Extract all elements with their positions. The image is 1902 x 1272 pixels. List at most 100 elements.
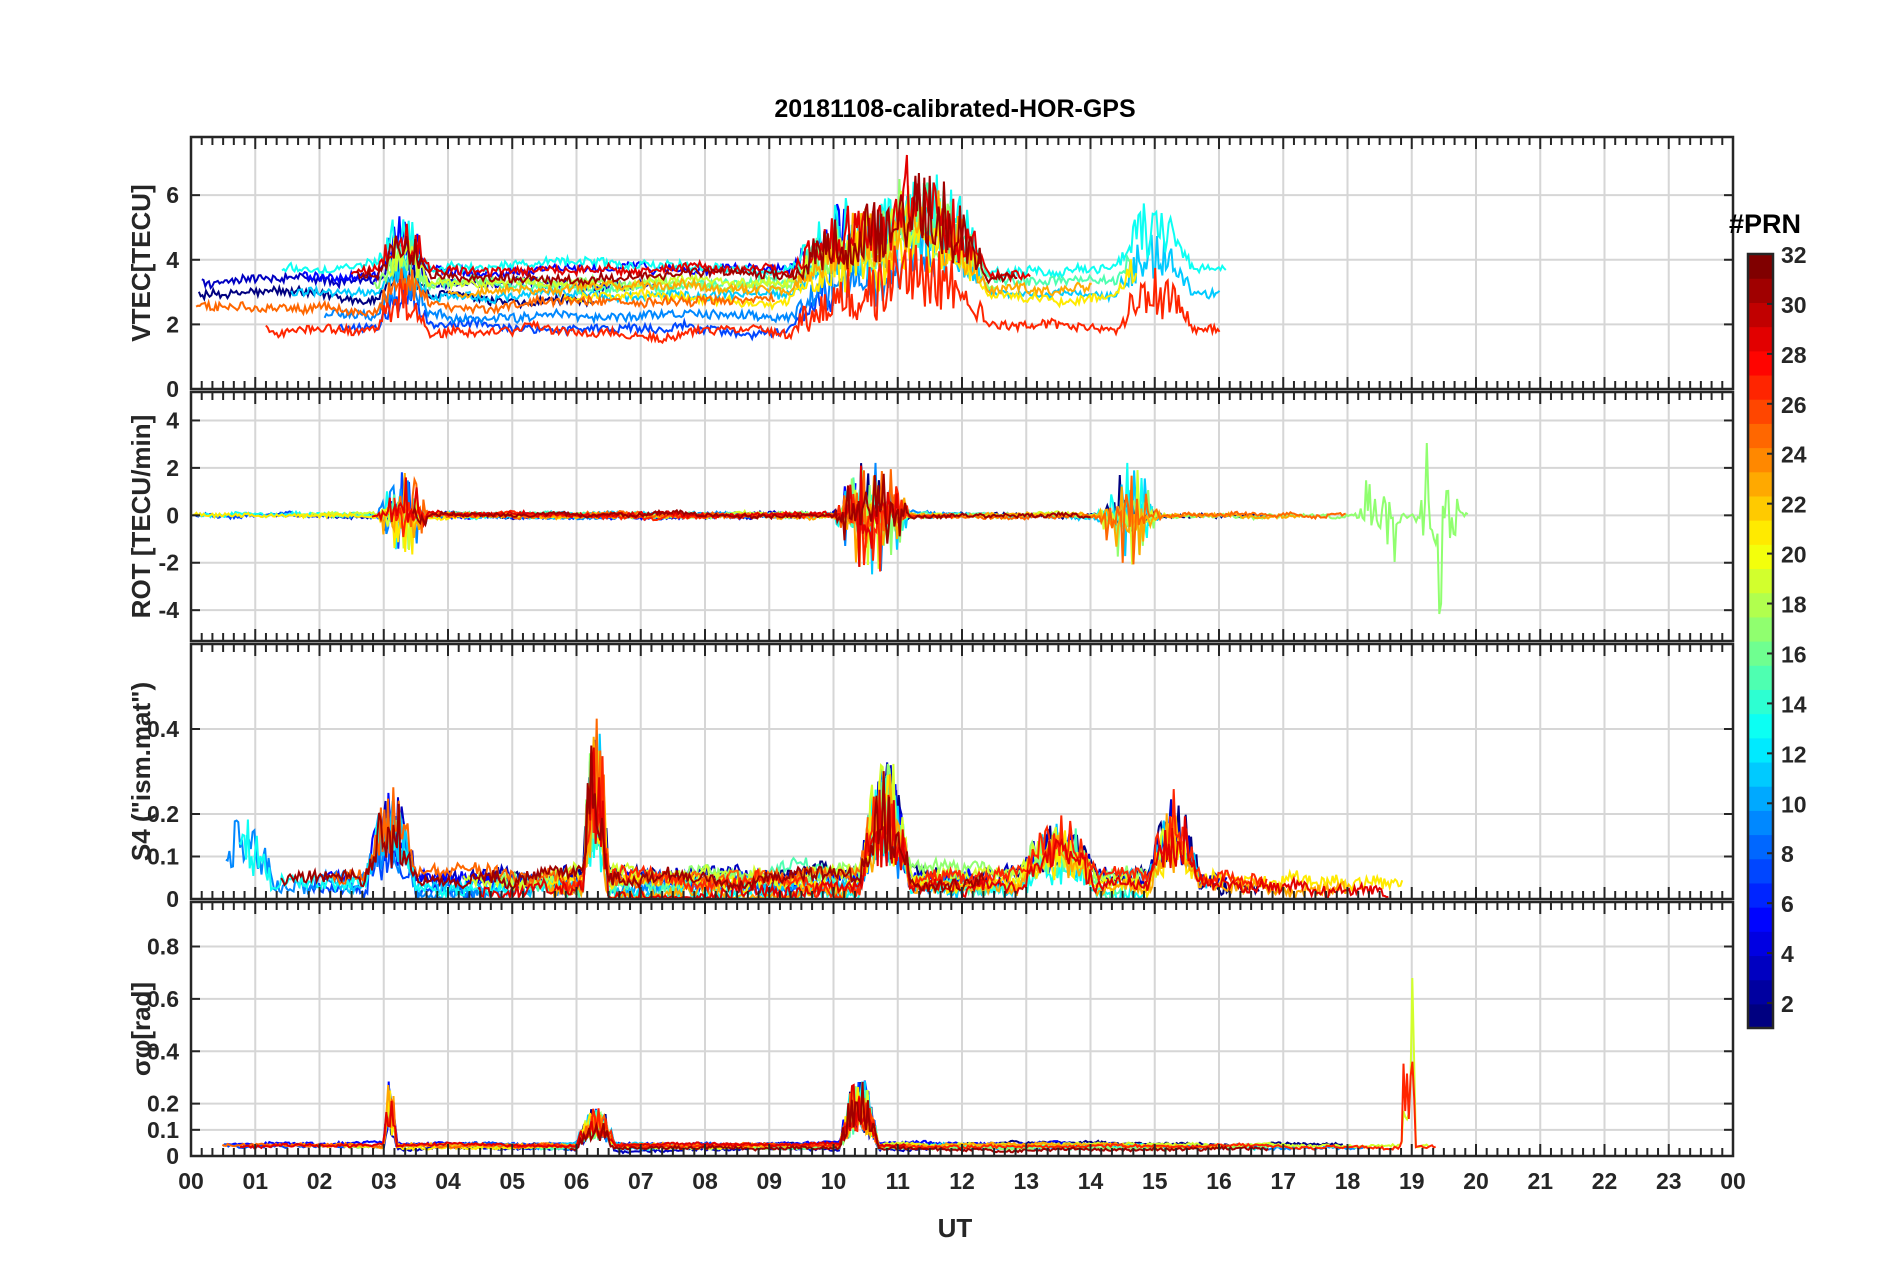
y-tick-label: 0.2 xyxy=(147,1091,179,1117)
colorbar-band xyxy=(1748,761,1773,787)
colorbar-band xyxy=(1748,423,1773,449)
chart-title: 20181108-calibrated-HOR-GPS xyxy=(774,95,1135,123)
x-tick-label: 13 xyxy=(1013,1168,1039,1194)
x-tick-label: 07 xyxy=(628,1168,654,1194)
colorbar-band xyxy=(1748,858,1773,884)
panel-rot: -4 -2 0 2 4 ROT [TECU/min] xyxy=(126,390,1735,643)
x-tick-label: 20 xyxy=(1463,1168,1489,1194)
y-tick-label: 2 xyxy=(166,311,179,337)
x-tick-label: 03 xyxy=(371,1168,397,1194)
series-prn-23 xyxy=(447,185,1092,299)
colorbar-tick-label: 20 xyxy=(1781,542,1807,568)
panel-frame xyxy=(189,390,1735,643)
colorbar-band xyxy=(1748,568,1773,594)
series-prn-11 xyxy=(290,195,1221,305)
x-tick-label: 17 xyxy=(1270,1168,1296,1194)
x-tick-label: 11 xyxy=(886,1168,911,1194)
series-prn-31 xyxy=(355,172,1018,288)
y-tick-label: 0.1 xyxy=(147,844,179,870)
colorbar-band xyxy=(1748,278,1773,303)
x-tick-label: 19 xyxy=(1399,1168,1425,1194)
y-axis-label-vtec: VTEC[TECU] xyxy=(126,184,156,341)
y-axis-label-s4: S4 ("ism.mat") xyxy=(126,682,156,861)
y-axis-label-rot: ROT [TECU/min] xyxy=(126,415,156,619)
panel-sigphi: 00.10.2 0.4 0.6 0.8 σφ[rad] xyxy=(126,900,1735,1169)
colorbar-tick-label: 12 xyxy=(1781,741,1807,767)
x-tick-label: 22 xyxy=(1592,1168,1618,1194)
colorbar-band xyxy=(1748,955,1773,981)
colorbar-tick-label: 8 xyxy=(1781,841,1794,867)
colorbar-tick-label: 2 xyxy=(1781,991,1794,1017)
colorbar-frame xyxy=(1746,252,1775,1030)
y-tick-label: 0 xyxy=(166,376,179,402)
x-tick-label: 08 xyxy=(692,1168,718,1194)
x-tick-label: 01 xyxy=(242,1168,268,1194)
colorbar-tick-label: 4 xyxy=(1781,941,1794,967)
x-tick-label: 18 xyxy=(1335,1168,1361,1194)
x-tick-label: 06 xyxy=(564,1168,590,1194)
x-tick-label: 14 xyxy=(1078,1168,1104,1194)
panel-vtec: 0 2 4 6 VTEC[TECU] xyxy=(126,135,1735,402)
colorbar-tick-label: 32 xyxy=(1781,242,1807,268)
y-tick-label: 0.2 xyxy=(147,801,179,827)
series-prn-31 xyxy=(411,473,1091,544)
colorbar-band xyxy=(1748,302,1773,328)
series-prn-29 xyxy=(239,1083,907,1150)
panel-frame xyxy=(189,642,1735,901)
colorbar-tick-label: 10 xyxy=(1781,791,1807,817)
colorbar-band xyxy=(1748,931,1773,957)
y-tick-label: 0 xyxy=(166,886,179,912)
y-axis-label-sigphi: σφ[rad] xyxy=(126,982,156,1076)
colorbar-tick-label: 24 xyxy=(1781,442,1807,468)
colorbar-band xyxy=(1748,689,1773,715)
colorbar-band xyxy=(1748,544,1773,570)
colorbar-band xyxy=(1748,495,1773,521)
series-prn-27 xyxy=(558,754,1268,899)
colorbar-tick-label: 28 xyxy=(1781,342,1807,368)
colorbar-band xyxy=(1748,520,1773,545)
panel-s4: 0 0.1 0.2 0.4S4 ("ism.mat") xyxy=(126,642,1735,912)
colorbar-tick-label: 18 xyxy=(1781,592,1807,618)
colorbar-band xyxy=(1748,616,1773,642)
colorbar-band xyxy=(1748,350,1773,376)
colorbar-tick-label: 22 xyxy=(1781,492,1807,518)
colorbar-tick-label: 16 xyxy=(1781,641,1807,667)
y-tick-label: 0.8 xyxy=(147,934,179,960)
y-tick-label: 0 xyxy=(166,502,179,528)
y-tick-label: -2 xyxy=(159,550,179,576)
series-prn-27 xyxy=(265,244,1221,345)
x-tick-label: 00 xyxy=(178,1168,204,1194)
y-tick-label: 0.4 xyxy=(147,1038,179,1064)
series-prn-21 xyxy=(562,201,1138,312)
series-group xyxy=(195,154,1227,345)
series-prn-23 xyxy=(546,736,1350,899)
y-tick-label: 4 xyxy=(166,407,179,433)
colorbar-band xyxy=(1748,979,1773,1005)
colorbar-band xyxy=(1748,907,1773,932)
colorbar-band xyxy=(1748,786,1773,811)
y-tick-label: 4 xyxy=(166,247,179,273)
colorbar-band xyxy=(1748,665,1773,690)
colorbar-band xyxy=(1748,713,1773,739)
colorbar-band xyxy=(1748,592,1773,618)
colorbar-tick-label: 26 xyxy=(1781,392,1807,418)
y-tick-label: -4 xyxy=(159,597,180,623)
panel-frame xyxy=(189,900,1735,1158)
colorbar-band xyxy=(1748,834,1773,860)
x-axis-label: UT xyxy=(938,1213,973,1243)
colorbar-band xyxy=(1748,737,1773,763)
colorbar-tick-label: 6 xyxy=(1781,891,1794,917)
x-tick-label: 09 xyxy=(756,1168,782,1194)
colorbar-band xyxy=(1748,326,1773,352)
colorbar-band xyxy=(1748,810,1773,836)
x-tick-label: 02 xyxy=(307,1168,333,1194)
x-tick-label: 04 xyxy=(435,1168,461,1194)
y-tick-label: 0.6 xyxy=(147,986,179,1012)
x-tick-label: 16 xyxy=(1206,1168,1232,1194)
x-tick-label: 05 xyxy=(499,1168,525,1194)
colorbar-band xyxy=(1748,471,1773,497)
x-tick-label: 00 xyxy=(1720,1168,1746,1194)
colorbar-band xyxy=(1748,447,1773,473)
